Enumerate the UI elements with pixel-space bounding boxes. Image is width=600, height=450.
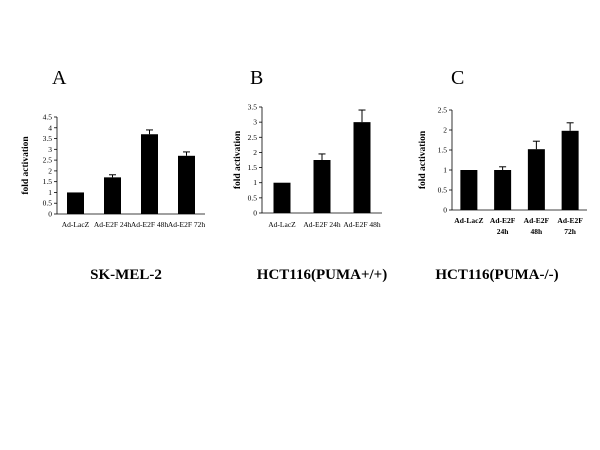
bar [104, 177, 121, 214]
y-tick-label: 2 [48, 166, 52, 175]
y-tick-label: 2 [253, 148, 257, 157]
y-axis-title: fold activation [418, 130, 428, 189]
y-tick-label: 0.5 [248, 193, 258, 202]
y-tick-label: 1 [253, 178, 257, 187]
bar [353, 122, 371, 213]
bar [141, 134, 158, 214]
x-tick-label: 24h [497, 227, 510, 236]
cell-line-label: SK-MEL-2 [90, 267, 162, 283]
x-tick-label: 48h [531, 227, 544, 236]
y-tick-label: 1 [48, 188, 52, 197]
y-tick-label: 3 [48, 145, 52, 154]
y-tick-label: 1.5 [43, 177, 53, 186]
y-axis-title: fold activation [21, 136, 31, 195]
panel-letter: C [451, 67, 464, 89]
y-tick-label: 2.5 [248, 133, 258, 142]
bar [561, 130, 579, 210]
y-tick-label: 2 [443, 126, 447, 135]
y-tick-label: 0.5 [438, 186, 448, 195]
bar [527, 149, 545, 210]
x-tick-label: Ad-E2F [557, 216, 583, 225]
x-tick-label: Ad-E2F 24h [94, 220, 132, 229]
y-tick-label: 1.5 [248, 163, 258, 172]
bar [460, 170, 478, 210]
y-tick-label: 0.5 [43, 199, 53, 208]
x-tick-label: Ad-E2F 48h [131, 220, 169, 229]
y-tick-label: 0 [253, 209, 257, 218]
cell-line-label: HCT116(PUMA-/-) [435, 267, 558, 283]
x-tick-label: Ad-LacZ [454, 216, 483, 225]
y-tick-label: 0 [48, 210, 52, 219]
x-tick-label: Ad-E2F [524, 216, 550, 225]
panel-letter: A [52, 67, 67, 89]
y-tick-label: 4 [48, 123, 52, 132]
y-tick-label: 0 [443, 206, 447, 215]
x-tick-label: Ad-E2F 48h [343, 220, 381, 229]
bar [273, 182, 291, 213]
x-tick-label: 72h [564, 227, 577, 236]
x-tick-label: Ad-E2F [490, 216, 516, 225]
y-tick-label: 2.5 [43, 156, 53, 165]
y-axis-title: fold activation [233, 130, 243, 189]
y-tick-label: 1 [443, 166, 447, 175]
y-tick-label: 4.5 [43, 113, 53, 122]
y-tick-label: 1.5 [438, 146, 448, 155]
bar [494, 170, 512, 210]
cell-line-label: HCT116(PUMA+/+) [257, 267, 387, 283]
x-tick-label: Ad-LacZ [268, 220, 296, 229]
y-tick-label: 3.5 [248, 103, 258, 112]
bar [178, 155, 195, 214]
x-tick-label: Ad-E2F 24h [303, 220, 341, 229]
x-tick-label: Ad-E2F 72h [168, 220, 206, 229]
y-tick-label: 3 [253, 118, 257, 127]
panel-letter: B [250, 67, 263, 89]
y-tick-label: 2.5 [438, 106, 448, 115]
y-tick-label: 3.5 [43, 134, 53, 143]
x-tick-label: Ad-LacZ [62, 220, 90, 229]
bar [313, 160, 331, 213]
bar [67, 192, 84, 214]
